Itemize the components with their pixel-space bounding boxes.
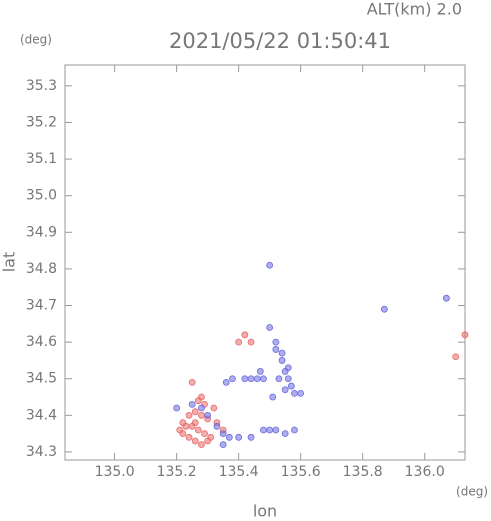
x-tick-label: 135.0 xyxy=(95,464,135,480)
data-point xyxy=(235,338,243,346)
data-point xyxy=(241,331,249,339)
data-point xyxy=(191,408,199,416)
data-point xyxy=(185,433,193,441)
data-point xyxy=(198,411,205,419)
data-point xyxy=(380,305,388,313)
data-point xyxy=(219,441,227,449)
plot-frame xyxy=(64,64,466,461)
data-point xyxy=(225,433,233,441)
y-tick-label: 35.1 xyxy=(26,151,57,167)
y-tick-label: 34.5 xyxy=(26,371,57,387)
data-point xyxy=(278,357,286,364)
y-axis-label: lat xyxy=(0,252,19,273)
data-point xyxy=(188,378,196,386)
data-point xyxy=(207,433,215,441)
data-point xyxy=(281,430,289,438)
data-point xyxy=(269,393,277,401)
data-point xyxy=(260,426,267,434)
x-tick-label: 135.8 xyxy=(343,464,383,480)
y-tick-label: 34.4 xyxy=(26,407,57,423)
data-point xyxy=(191,419,199,427)
data-point xyxy=(185,411,193,419)
chart-subtitle: ALT(km) 2.0 xyxy=(367,0,462,19)
data-point xyxy=(266,261,274,269)
data-point xyxy=(272,338,280,346)
data-point xyxy=(266,426,274,434)
y-unit: (deg) xyxy=(20,33,52,47)
data-point xyxy=(452,353,460,361)
data-point xyxy=(291,426,298,434)
data-point xyxy=(284,364,292,372)
data-point xyxy=(247,338,255,346)
data-point xyxy=(229,375,236,383)
data-point xyxy=(176,426,184,434)
x-axis-label: lon xyxy=(253,502,277,521)
data-point xyxy=(188,400,196,408)
data-point xyxy=(219,430,227,438)
data-point xyxy=(213,422,221,430)
data-point xyxy=(198,393,205,401)
data-point xyxy=(204,411,212,419)
data-point xyxy=(253,375,261,383)
data-point xyxy=(287,382,295,390)
chart-title: 2021/05/22 01:50:41 xyxy=(169,29,391,53)
data-point xyxy=(256,368,264,375)
data-point xyxy=(266,324,274,331)
data-point xyxy=(260,375,267,383)
y-tick-label: 34.6 xyxy=(26,334,57,350)
y-tick-label: 34.7 xyxy=(26,298,57,314)
y-tick-label: 35.3 xyxy=(26,78,57,94)
y-tick-label: 35.2 xyxy=(26,114,57,130)
y-tick-label: 34.8 xyxy=(26,261,57,277)
y-tick-label: 34.9 xyxy=(26,224,57,240)
data-point xyxy=(284,375,292,383)
data-point xyxy=(173,404,181,412)
x-tick-label: 135.6 xyxy=(281,464,321,480)
x-tick-label: 135.2 xyxy=(157,464,197,480)
data-point xyxy=(247,433,255,441)
x-unit: (deg) xyxy=(456,485,488,499)
y-tick-label: 35.0 xyxy=(26,188,57,204)
y-tick-label: 34.3 xyxy=(26,444,57,460)
data-point xyxy=(275,375,283,383)
x-tick-label: 135.4 xyxy=(219,464,259,480)
data-point xyxy=(182,422,190,430)
data-point xyxy=(198,404,205,412)
data-point xyxy=(297,389,305,397)
data-point xyxy=(201,430,208,438)
data-point xyxy=(222,378,230,386)
data-point xyxy=(191,437,199,445)
data-point xyxy=(442,294,450,302)
data-point xyxy=(272,426,280,434)
data-point xyxy=(291,389,298,397)
data-point xyxy=(281,386,289,394)
data-point xyxy=(278,349,286,357)
data-point xyxy=(241,375,249,383)
data-point xyxy=(235,433,243,441)
data-point xyxy=(272,346,280,353)
data-point xyxy=(194,426,202,434)
data-point xyxy=(210,404,218,412)
x-tick-label: 136.0 xyxy=(405,464,445,480)
data-point xyxy=(198,441,205,449)
data-point xyxy=(461,331,469,339)
data-point xyxy=(247,375,255,383)
